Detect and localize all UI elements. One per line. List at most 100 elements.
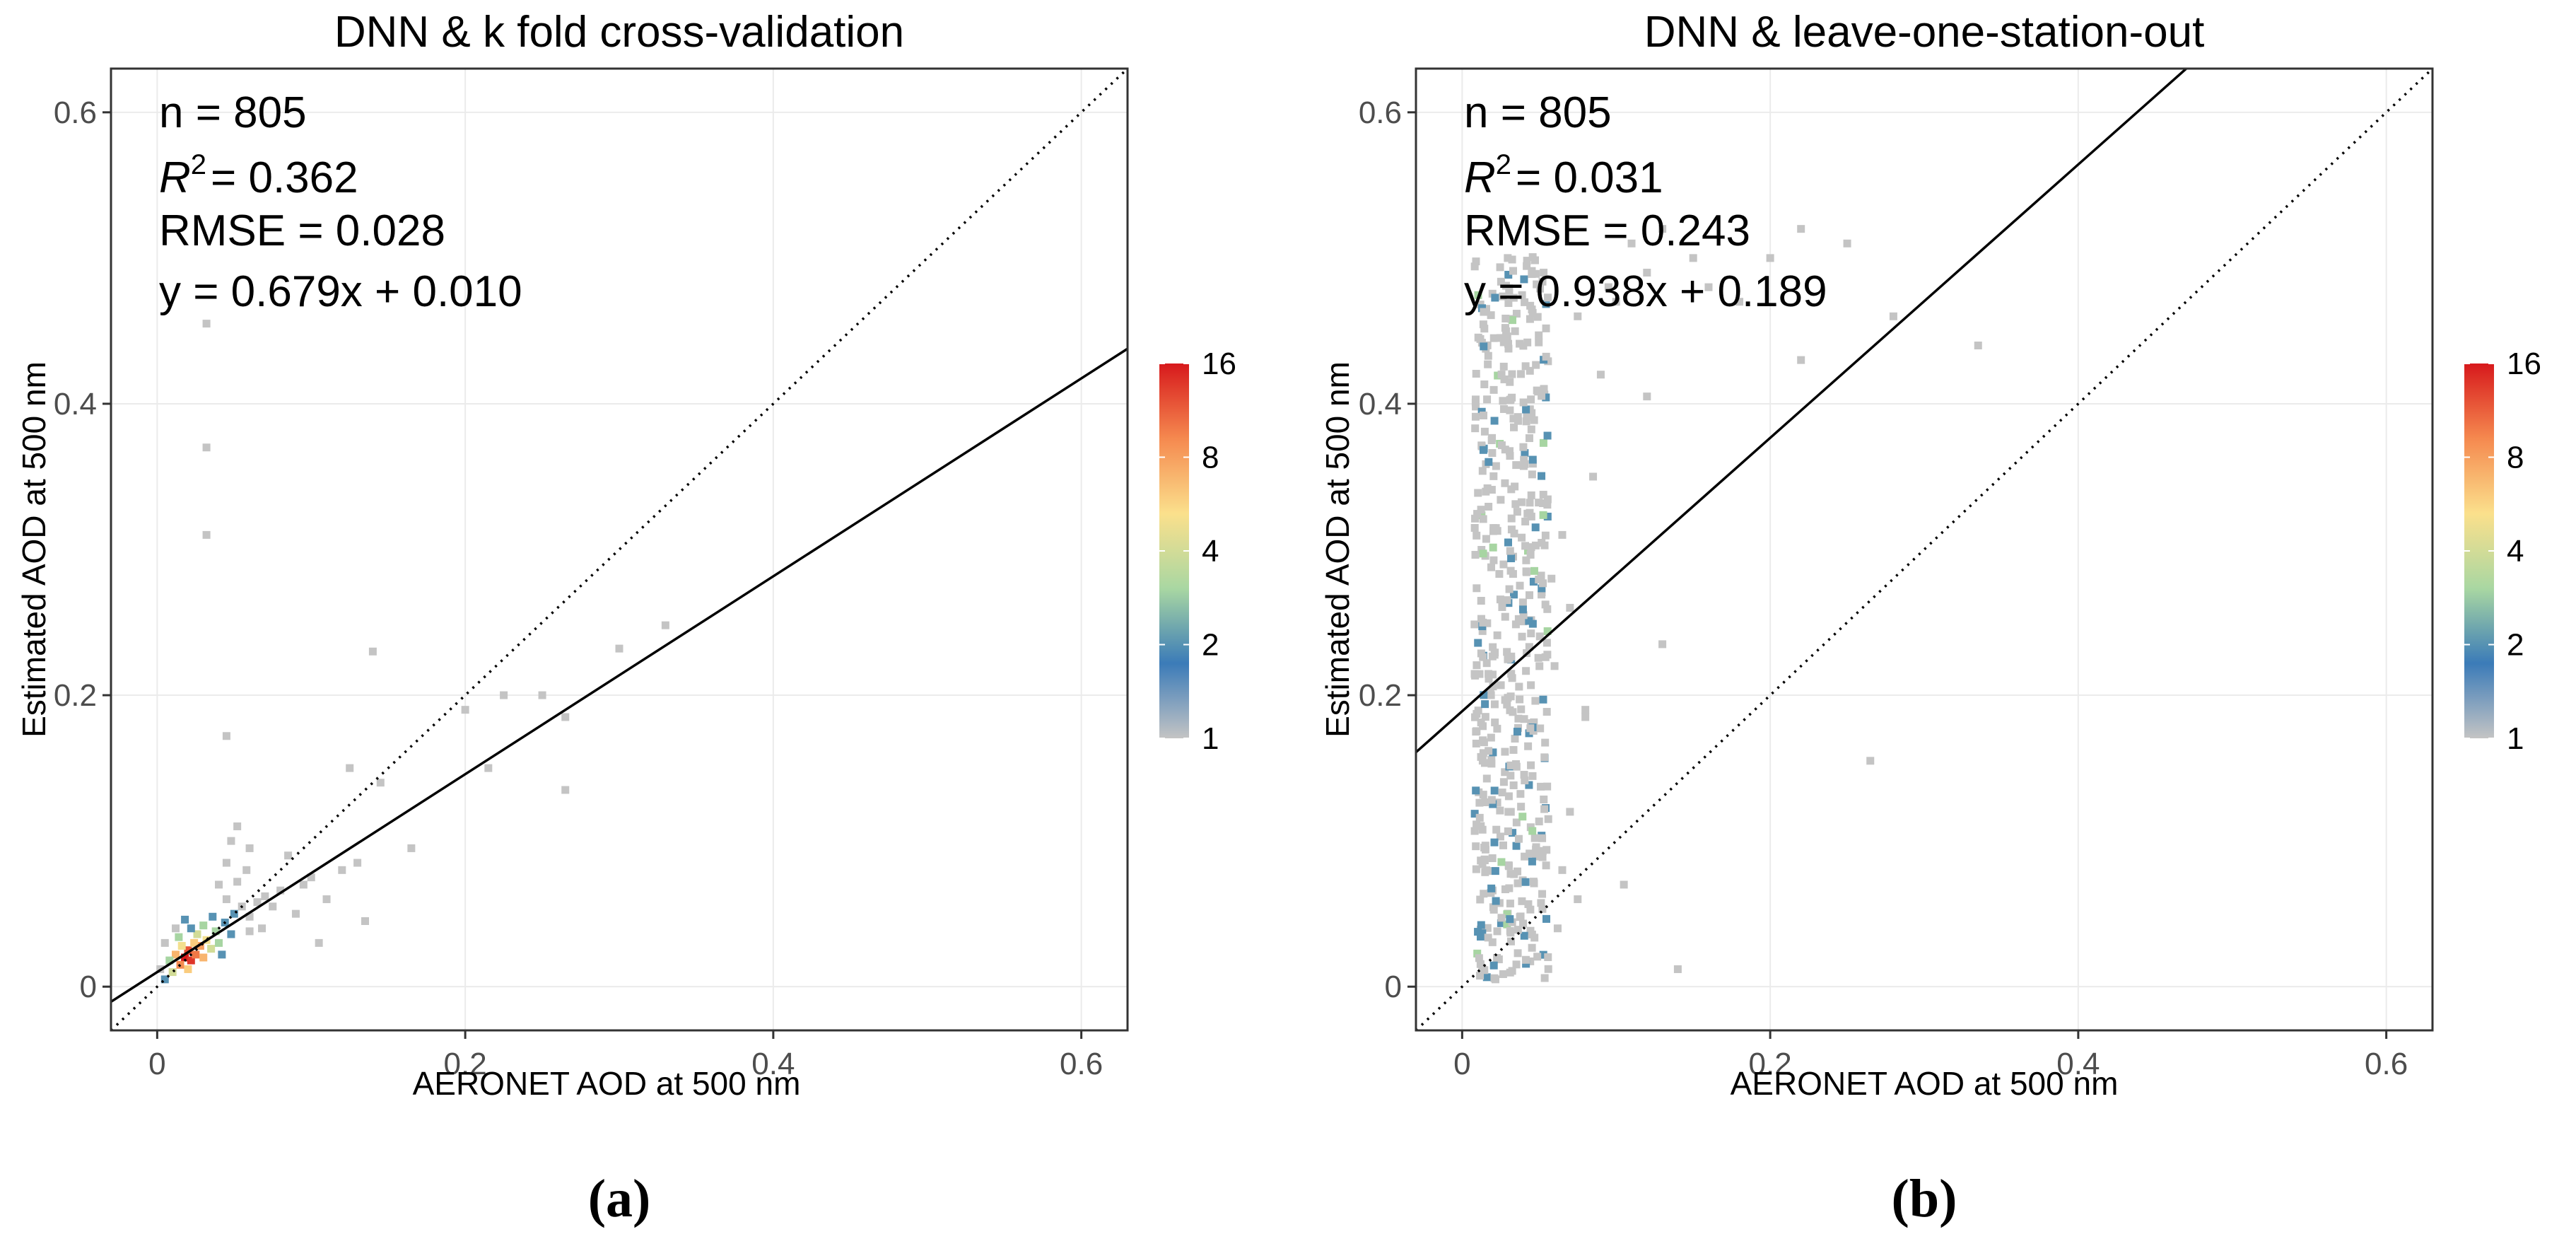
panel-b: DNN & leave-one-station-out 0 0.2 0.4 0.600… xyxy=(1319,8,2541,1228)
panel-b-density-cell xyxy=(1485,747,1493,755)
panel-a-density-cell xyxy=(615,644,623,653)
panel-b-density-cell xyxy=(1478,860,1487,868)
panel-b-density-cell xyxy=(1480,738,1488,747)
panel-b-density-cell xyxy=(1533,953,1542,961)
panel-b-density-cell xyxy=(1479,446,1487,454)
panel-b-density-cell xyxy=(1506,772,1515,780)
panel-b-colorbar-tick-label: 4 xyxy=(2507,534,2524,569)
panel-b-density-cell xyxy=(1537,571,1545,580)
panel-b-density-cell xyxy=(1472,739,1480,748)
panel-b-density-cell xyxy=(1508,316,1516,325)
panel-b-density-cell xyxy=(1540,805,1549,813)
panel-b-density-cell xyxy=(1519,462,1528,470)
panel-b-density-cell xyxy=(1526,550,1535,559)
panel-b-density-cell xyxy=(1470,827,1479,835)
panel-b-density-cell xyxy=(1538,834,1547,842)
panel-b-density-cell xyxy=(1540,385,1548,393)
panel-b-density-cell xyxy=(1517,803,1526,811)
panel-a-density-cell xyxy=(484,764,493,772)
panel-b-density-cell xyxy=(1516,695,1524,704)
panel-b-density-cell xyxy=(1511,327,1519,335)
panel-a-density-cell xyxy=(160,938,169,947)
panel-b-density-cell xyxy=(1643,392,1651,401)
panel-b-density-cell xyxy=(1526,366,1534,375)
panel-a-density-cell xyxy=(165,956,174,965)
panel-b-density-cell xyxy=(1482,659,1491,668)
panel-b-density-cell xyxy=(1477,597,1485,605)
panel-b-density-cell xyxy=(1483,395,1492,404)
panel-b-density-cell xyxy=(1518,605,1527,614)
panel-a-regression-line xyxy=(111,347,1128,1004)
panel-b-density-cell xyxy=(1533,280,1541,289)
panel-b-density-cell xyxy=(1489,905,1498,914)
panel-b-density-cell xyxy=(1528,267,1536,275)
panel-b-density-cell xyxy=(1530,933,1539,942)
panel-b-density-cell xyxy=(1537,782,1545,791)
panel-b-colorbar-tick-label: 8 xyxy=(2507,441,2524,475)
panel-b-density-cell xyxy=(1481,798,1489,806)
panel-b-density-cell xyxy=(1518,813,1527,821)
panel-b-density-cell xyxy=(1538,392,1546,400)
panel-a-density-cell xyxy=(207,945,216,953)
panel-b-density-cell xyxy=(1491,293,1499,302)
panel-b-density-cell xyxy=(1479,749,1487,757)
panel-b-density-cell xyxy=(1538,588,1546,597)
panel-b-density-cell xyxy=(1503,920,1511,929)
panel-b-density-cell xyxy=(1522,556,1530,564)
panel-b-density-cell xyxy=(1487,436,1496,445)
panel-b-density-cell xyxy=(1530,879,1538,888)
panel-b-density-cell xyxy=(1505,585,1514,593)
panel-b-density-cell xyxy=(1504,344,1513,353)
panel-a-density-cell xyxy=(222,895,230,904)
panel-a-density-cell xyxy=(299,880,308,889)
panel-b-density-cell xyxy=(1543,782,1552,791)
panel-b-stat-equation: y = 0.938x + 0.189 xyxy=(1464,267,1827,316)
panel-b-density-cell xyxy=(1492,825,1501,834)
panel-b-density-cell xyxy=(1509,267,1518,275)
panel-a-r2-value: = 0.362 xyxy=(211,153,358,202)
panel-b-density-cell xyxy=(1538,847,1547,855)
panel-b-density-cell xyxy=(1507,525,1516,534)
panel-b-density-cell xyxy=(1507,670,1516,678)
panel-b-density-cell xyxy=(1501,479,1509,487)
panel-b-density-cell xyxy=(1535,575,1543,583)
panel-b-density-cell xyxy=(1532,269,1540,278)
panel-a-density-cell xyxy=(222,859,230,867)
panel-b-x-axis-label: AERONET AOD at 500 nm xyxy=(1731,1065,2119,1102)
panel-b-colorbar-tick-label: 2 xyxy=(2507,628,2524,663)
panel-a-density-cell xyxy=(209,912,217,921)
panel-b-density-cell xyxy=(1574,312,1582,320)
panel-b-density-cell xyxy=(1484,360,1492,368)
panel-b-density-cell xyxy=(1497,441,1506,450)
panel-b-density-cell xyxy=(1489,961,1498,970)
panel-a-colorbar-tick-label: 1 xyxy=(1202,721,1219,756)
panel-b-r2-symbol: R xyxy=(1464,153,1496,202)
panel-b-density-cell xyxy=(1497,914,1506,922)
panel-b-density-cell xyxy=(1704,283,1713,291)
panel-b-density-cell xyxy=(1643,268,1651,277)
panel-a-points xyxy=(156,320,669,984)
panel-b-density-cell xyxy=(1471,551,1480,559)
panel-b-density-cell xyxy=(1474,333,1482,342)
panel-b-density-cell xyxy=(1510,529,1518,537)
panel-b-density-cell xyxy=(1504,339,1513,348)
panel-b-density-cell xyxy=(1504,827,1512,836)
panel-b-density-cell xyxy=(1526,849,1534,858)
panel-b-colorbar: 1 2 4 8 16 xyxy=(2464,347,2541,756)
panel-b-density-cell xyxy=(1472,786,1480,795)
panel-b-density-cell xyxy=(1499,841,1507,849)
panel-b-density-cell xyxy=(1534,388,1542,396)
panel-b-density-cell xyxy=(1528,460,1537,468)
panel-b-density-cell xyxy=(1487,733,1495,742)
panel-b-density-cell xyxy=(1478,963,1487,972)
panel-b-density-cell xyxy=(1515,682,1523,691)
panel-b-density-cell xyxy=(1527,395,1535,404)
panel-b-density-cell xyxy=(1509,570,1517,578)
panel-b-density-cell xyxy=(1488,449,1497,458)
panel-b-density-cell xyxy=(1496,595,1504,604)
panel-b-density-cell xyxy=(1489,682,1497,691)
panel-b-density-cell xyxy=(1527,681,1535,690)
panel-b-density-cell xyxy=(1506,378,1514,386)
panel-b-gridlines xyxy=(1416,69,2432,1030)
panel-b-density-cell xyxy=(1480,325,1489,333)
